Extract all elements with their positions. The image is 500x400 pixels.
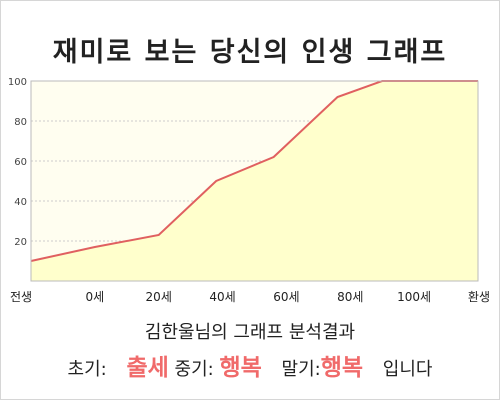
early-label: 초기: (67, 359, 107, 380)
y-tick-label: 100 (8, 77, 27, 88)
y-tick-label: 40 (14, 197, 27, 208)
area-fill (31, 81, 478, 281)
late-value: 행복 (320, 355, 364, 381)
x-tick-label: 100세 (397, 290, 431, 304)
mid-label: 중기: (174, 359, 214, 380)
y-tick-label: 20 (14, 237, 27, 248)
plot-border (30, 80, 479, 282)
x-axis-ticks: 전생 0세 20세 40세 60세 80세 100세 환생 (10, 290, 490, 304)
analysis-verdict: 초기: 출세 중기: 행복 말기:행복 입니다 (0, 348, 500, 382)
verdict-ending: 입니다 (382, 359, 433, 380)
y-axis-ticks: 20 40 60 80 100 (8, 77, 27, 248)
y-tick-label: 80 (14, 117, 27, 128)
x-tick-label: 0세 (86, 290, 105, 304)
x-tick-label: 40세 (209, 290, 235, 304)
x-tick-label: 환생 (468, 290, 490, 304)
x-tick-label: 전생 (10, 290, 32, 304)
y-tick-label: 60 (14, 157, 27, 168)
early-value: 출세 (126, 355, 169, 381)
page-title: 재미로 보는 당신의 인생 그래프 (52, 37, 448, 68)
late-label: 말기: (281, 359, 321, 380)
x-tick-label: 60세 (273, 290, 299, 304)
mid-value: 행복 (219, 355, 262, 381)
analysis-subtitle: 김한울님의 그래프 분석결과 (144, 322, 356, 343)
x-tick-label: 80세 (337, 290, 363, 304)
x-tick-label: 20세 (146, 290, 172, 304)
